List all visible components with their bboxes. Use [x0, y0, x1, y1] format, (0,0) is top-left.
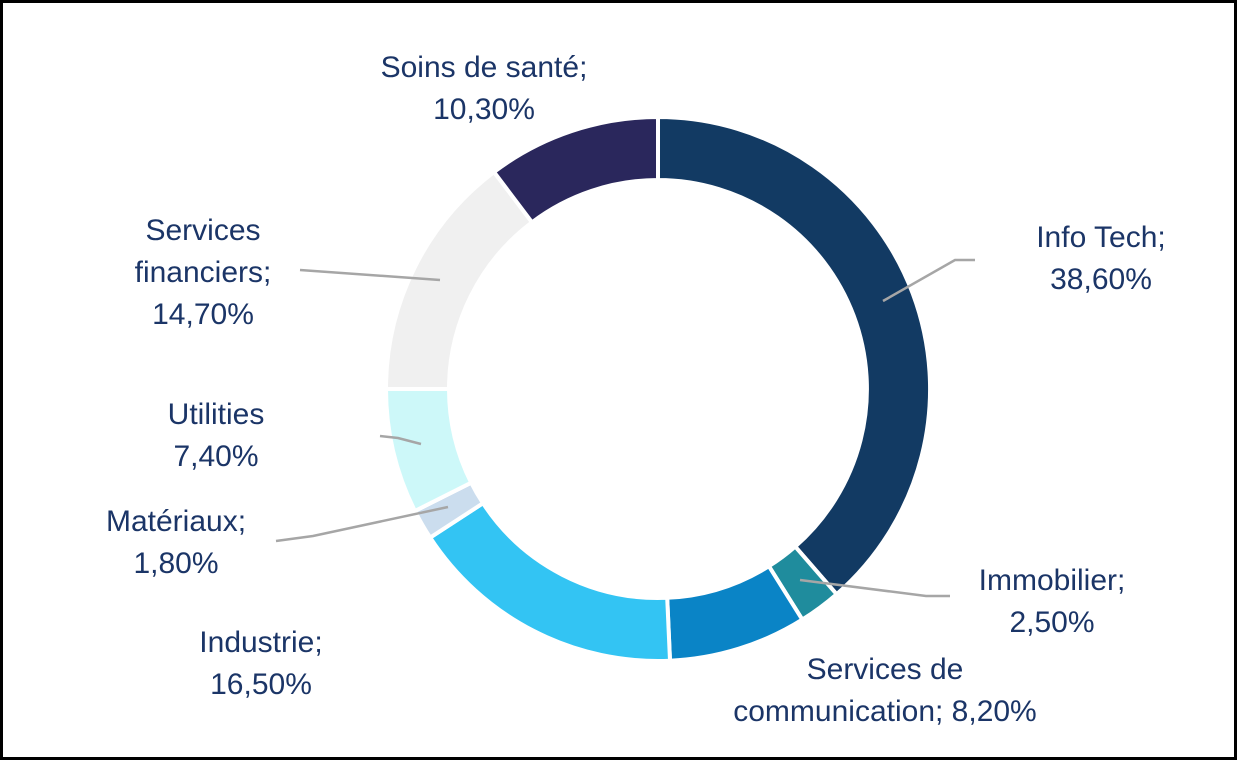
- label-industrie: Industrie; 16,50%: [199, 626, 323, 701]
- leader-line-info-tech: [882, 258, 975, 303]
- label-soins-sante: Soins de santé; 10,30%: [380, 51, 588, 126]
- donut-slice-info-tech: [656, 115, 933, 597]
- donut-slices: [384, 115, 933, 663]
- leader-line-utilities: [379, 434, 422, 446]
- leader-line-immobilier: [799, 578, 950, 598]
- donut-chart-canvas: [275, 115, 975, 663]
- label-immobilier: Immobilier; 2,50%: [978, 564, 1126, 639]
- label-services-communication: Services de communication; 8,20%: [733, 653, 1037, 728]
- donut-slice-industrie: [428, 501, 672, 663]
- leader-lines: [275, 258, 975, 598]
- label-info-tech: Info Tech; 38,60%: [1036, 221, 1166, 296]
- label-services-financiers: Services financiers; 14,70%: [134, 214, 272, 331]
- leader-line-services-financiers: [299, 268, 441, 282]
- label-materiaux: Matériaux; 1,80%: [105, 505, 247, 580]
- donut-slice-soins-sante: [492, 115, 660, 225]
- label-utilities: Utilities 7,40%: [167, 398, 265, 473]
- leader-line-materiaux: [275, 505, 449, 543]
- donut-slice-services-financiers: [384, 170, 534, 391]
